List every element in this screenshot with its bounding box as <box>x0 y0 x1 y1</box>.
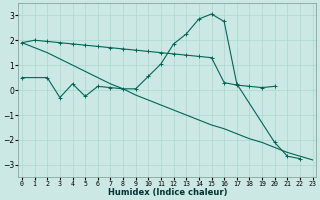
X-axis label: Humidex (Indice chaleur): Humidex (Indice chaleur) <box>108 188 227 197</box>
